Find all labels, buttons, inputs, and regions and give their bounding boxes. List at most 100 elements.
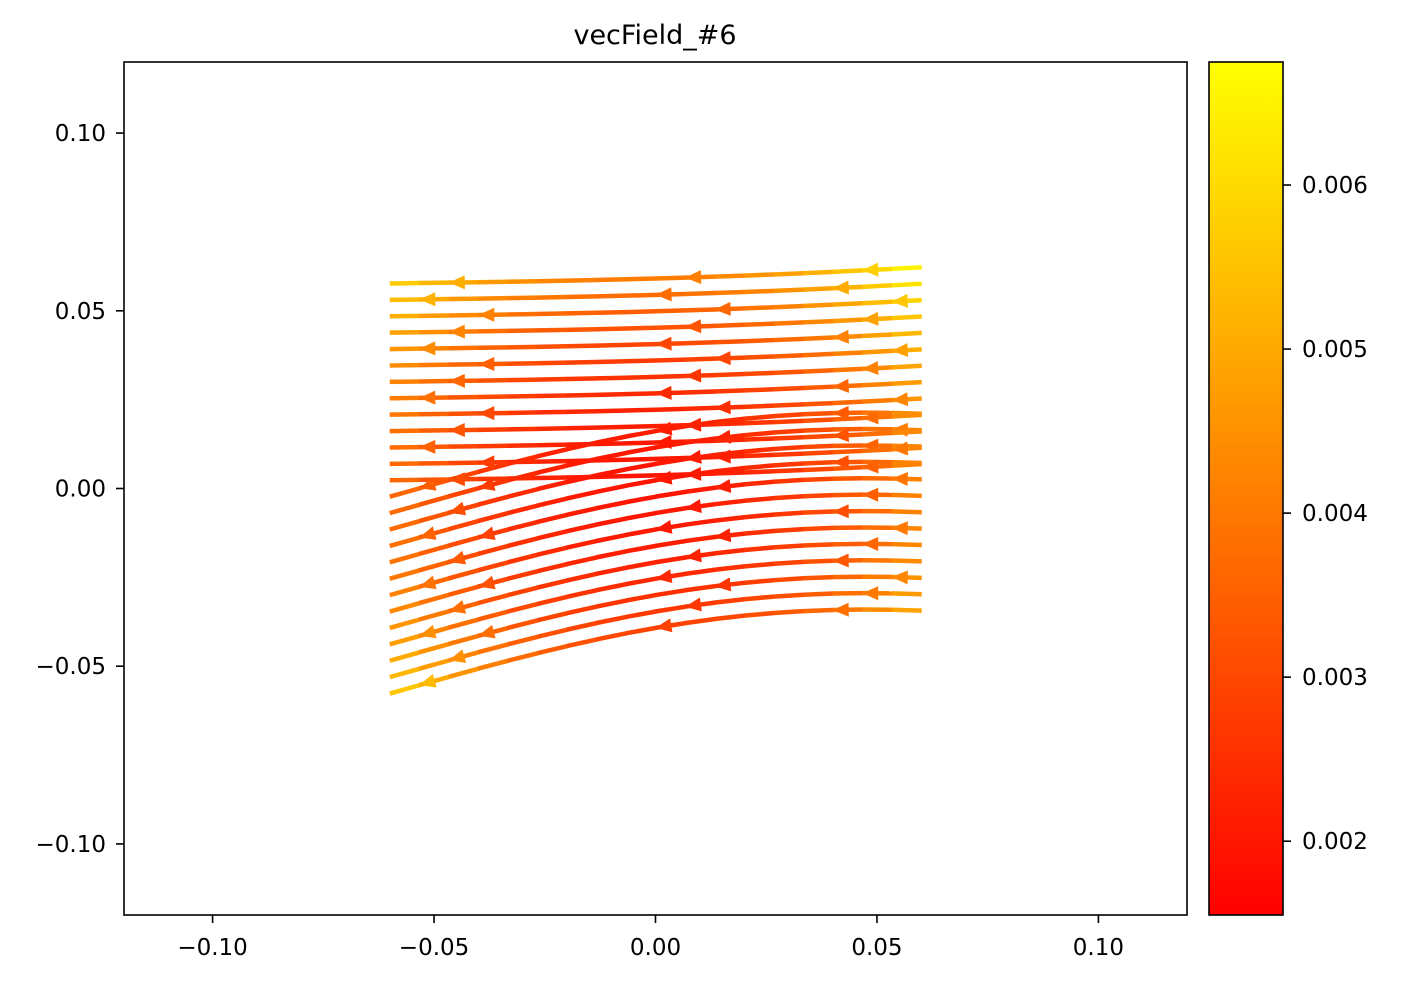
streamline-segment xyxy=(566,522,598,534)
streamline-arrow xyxy=(685,270,702,285)
streamline-segment xyxy=(743,387,775,393)
streamline-segment xyxy=(418,543,450,557)
streamline-segment xyxy=(803,368,834,374)
streamline-segment xyxy=(803,384,834,391)
streamline-segment xyxy=(773,451,804,458)
streamline-arrow xyxy=(419,341,436,356)
streamline-segment xyxy=(743,436,775,442)
streamline-segment xyxy=(625,445,657,456)
streamline-segment xyxy=(595,434,627,445)
streamline-arrow xyxy=(448,275,465,290)
streamline-segment xyxy=(536,611,568,623)
streamline-segment xyxy=(803,509,834,515)
streamline-segment xyxy=(862,381,893,388)
streamline-segment xyxy=(773,418,804,425)
streamline-segment xyxy=(625,592,657,603)
streamline-segment xyxy=(625,423,657,430)
streamline-segment xyxy=(862,397,893,404)
streamline-segment xyxy=(773,352,804,359)
chart-title: vecField_#6 xyxy=(573,20,736,51)
x-tick-label: −0.10 xyxy=(177,935,247,961)
streamline-segment xyxy=(862,332,893,339)
streamline-segment xyxy=(773,320,804,326)
streamline-segment xyxy=(389,666,421,680)
streamline-segment xyxy=(743,463,775,471)
streamline-segment xyxy=(507,393,538,399)
streamline-segment xyxy=(536,545,568,557)
streamline-segment xyxy=(773,526,804,534)
streamline-segment xyxy=(625,510,657,521)
streamline-segment xyxy=(566,458,597,464)
streamline-segment xyxy=(891,607,922,613)
streamline-arrow xyxy=(655,287,672,302)
streamline-segment xyxy=(448,666,480,679)
streamline-arrow xyxy=(655,435,672,450)
streamline-segment xyxy=(803,476,834,483)
streamline-segment xyxy=(507,618,539,631)
streamline-segment xyxy=(862,447,893,454)
streamline-segment xyxy=(743,370,775,377)
streamline-segment xyxy=(595,565,627,576)
streamline-segment xyxy=(832,366,863,373)
streamline-segment xyxy=(448,633,480,647)
streamline-segment xyxy=(566,489,598,501)
streamline-segment xyxy=(507,328,538,334)
streamline-segment xyxy=(743,594,775,602)
streamline-segment xyxy=(773,369,804,376)
streamline-segment xyxy=(625,609,657,620)
streamline-segment xyxy=(803,525,834,532)
streamline-arrow xyxy=(891,441,909,456)
streamline-arrow xyxy=(891,570,908,585)
streamline-segment xyxy=(773,336,804,343)
streamline-segment xyxy=(655,555,686,565)
streamline-segment xyxy=(477,592,509,606)
streamline-segment xyxy=(625,560,657,570)
streamline-segment xyxy=(684,438,716,444)
streamline-segment xyxy=(743,413,775,422)
streamline-arrow xyxy=(655,569,673,584)
streamline-segment xyxy=(803,302,834,309)
streamline-segment xyxy=(803,400,834,407)
streamline-arrow xyxy=(714,301,731,316)
streamline-segment xyxy=(537,294,568,300)
streamline-segment xyxy=(684,356,716,362)
streamline-segment xyxy=(507,519,539,532)
streamline-segment xyxy=(803,450,834,456)
streamline-segment xyxy=(714,289,745,296)
streamline-segment xyxy=(596,326,627,332)
streamline-segment xyxy=(625,494,657,505)
streamline-segment xyxy=(537,311,568,317)
streamline-arrow xyxy=(685,319,702,334)
streamline-arrow xyxy=(655,385,672,400)
streamline-segment xyxy=(714,498,745,507)
streamline-segment xyxy=(803,410,834,417)
streamline-segment xyxy=(773,467,804,474)
streamline-segment xyxy=(773,510,804,517)
streamline-arrow xyxy=(891,392,909,407)
streamline-segment xyxy=(507,650,539,663)
streamline-segment xyxy=(803,574,834,581)
streamline-segment xyxy=(655,275,686,281)
streamline-arrow xyxy=(832,405,849,420)
streamline-segment xyxy=(684,454,716,461)
streamline-segment xyxy=(536,512,568,525)
streamline-segment xyxy=(743,305,775,311)
streamline-segment xyxy=(743,577,775,586)
streamline-segment xyxy=(743,545,775,553)
streamline-segment xyxy=(655,373,686,380)
streamline-segment xyxy=(507,278,538,284)
streamline-segment xyxy=(537,376,568,382)
streamline-segment xyxy=(655,489,686,499)
streamline-segment xyxy=(595,549,627,560)
streamline-segment xyxy=(743,610,775,618)
streamline-segment xyxy=(625,374,657,380)
streamline-segment xyxy=(891,492,922,499)
streamline-segment xyxy=(625,407,657,413)
streamline-segment xyxy=(655,588,686,598)
streamline-arrow xyxy=(448,550,467,565)
streamline-segment xyxy=(891,461,922,468)
streamline-arrow xyxy=(478,624,496,639)
streamline-segment xyxy=(507,536,539,549)
streamline-arrow xyxy=(832,329,849,344)
streamline-segment xyxy=(684,485,716,495)
